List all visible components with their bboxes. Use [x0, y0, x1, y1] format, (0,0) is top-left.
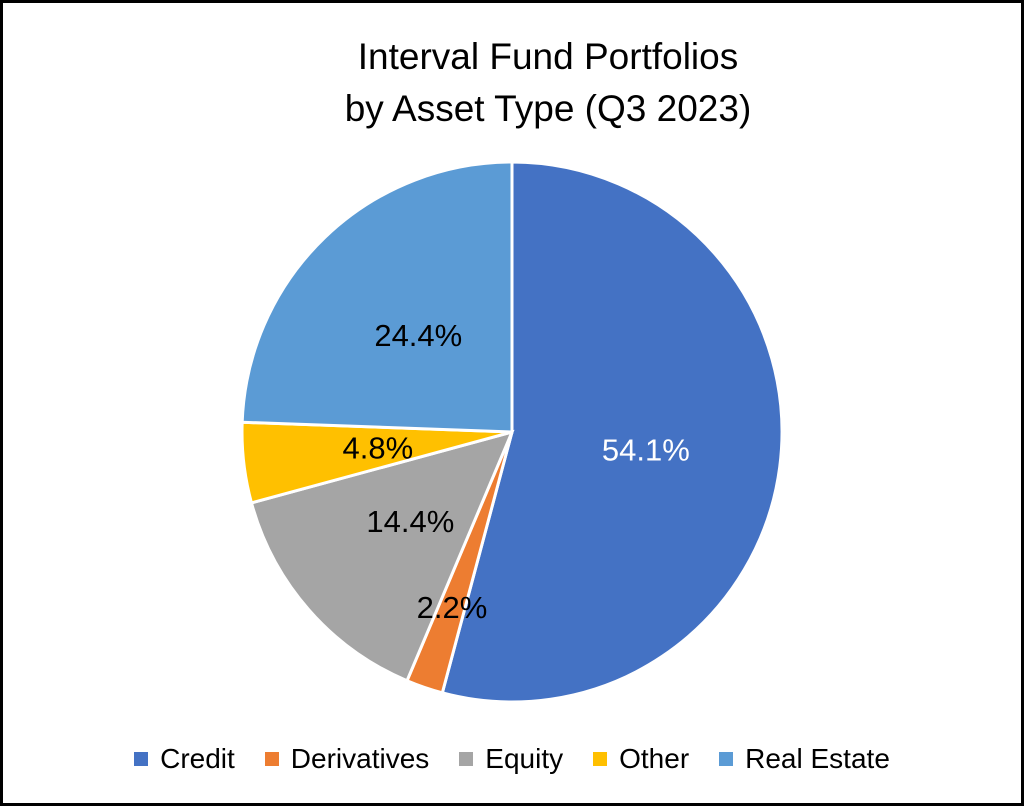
legend-item-other: Other: [593, 743, 689, 775]
data-label-other: 4.8%: [343, 430, 414, 465]
chart-title-line-2: by Asset Type (Q3 2023): [344, 88, 752, 129]
chart-title-line-1: Interval Fund Portfolios: [357, 36, 739, 77]
legend-label: Credit: [160, 743, 235, 774]
legend-label: Equity: [485, 743, 564, 774]
legend-item-real-estate: Real Estate: [719, 743, 890, 775]
legend-label: Other: [619, 743, 690, 774]
chart-title: Interval Fund Portfolios by Asset Type (…: [3, 31, 1021, 135]
legend: Credit Derivatives Equity Other Real Estate: [3, 743, 1021, 775]
legend-swatch: [134, 752, 149, 766]
legend-swatch: [459, 752, 474, 766]
legend-item-credit: Credit: [134, 743, 235, 775]
legend-swatch: [593, 752, 608, 766]
data-label-derivatives: 2.2%: [417, 590, 488, 625]
data-label-real-estate: 24.4%: [374, 318, 462, 353]
pie-slice-credit: [440, 160, 784, 704]
data-label-equity: 14.4%: [366, 504, 454, 539]
legend-item-derivatives: Derivatives: [264, 743, 430, 775]
legend-item-equity: Equity: [459, 743, 563, 775]
pie-chart: 54.1% 2.2% 14.4% 4.8% 24.4%: [240, 160, 784, 704]
legend-label: Real Estate: [745, 743, 890, 774]
legend-swatch: [719, 752, 734, 766]
legend-label: Derivatives: [290, 743, 430, 774]
data-label-credit: 54.1%: [602, 433, 690, 468]
legend-swatch: [264, 752, 279, 766]
pie-slice-equity: [249, 429, 515, 683]
pie-slice-real-estate: [240, 160, 514, 434]
